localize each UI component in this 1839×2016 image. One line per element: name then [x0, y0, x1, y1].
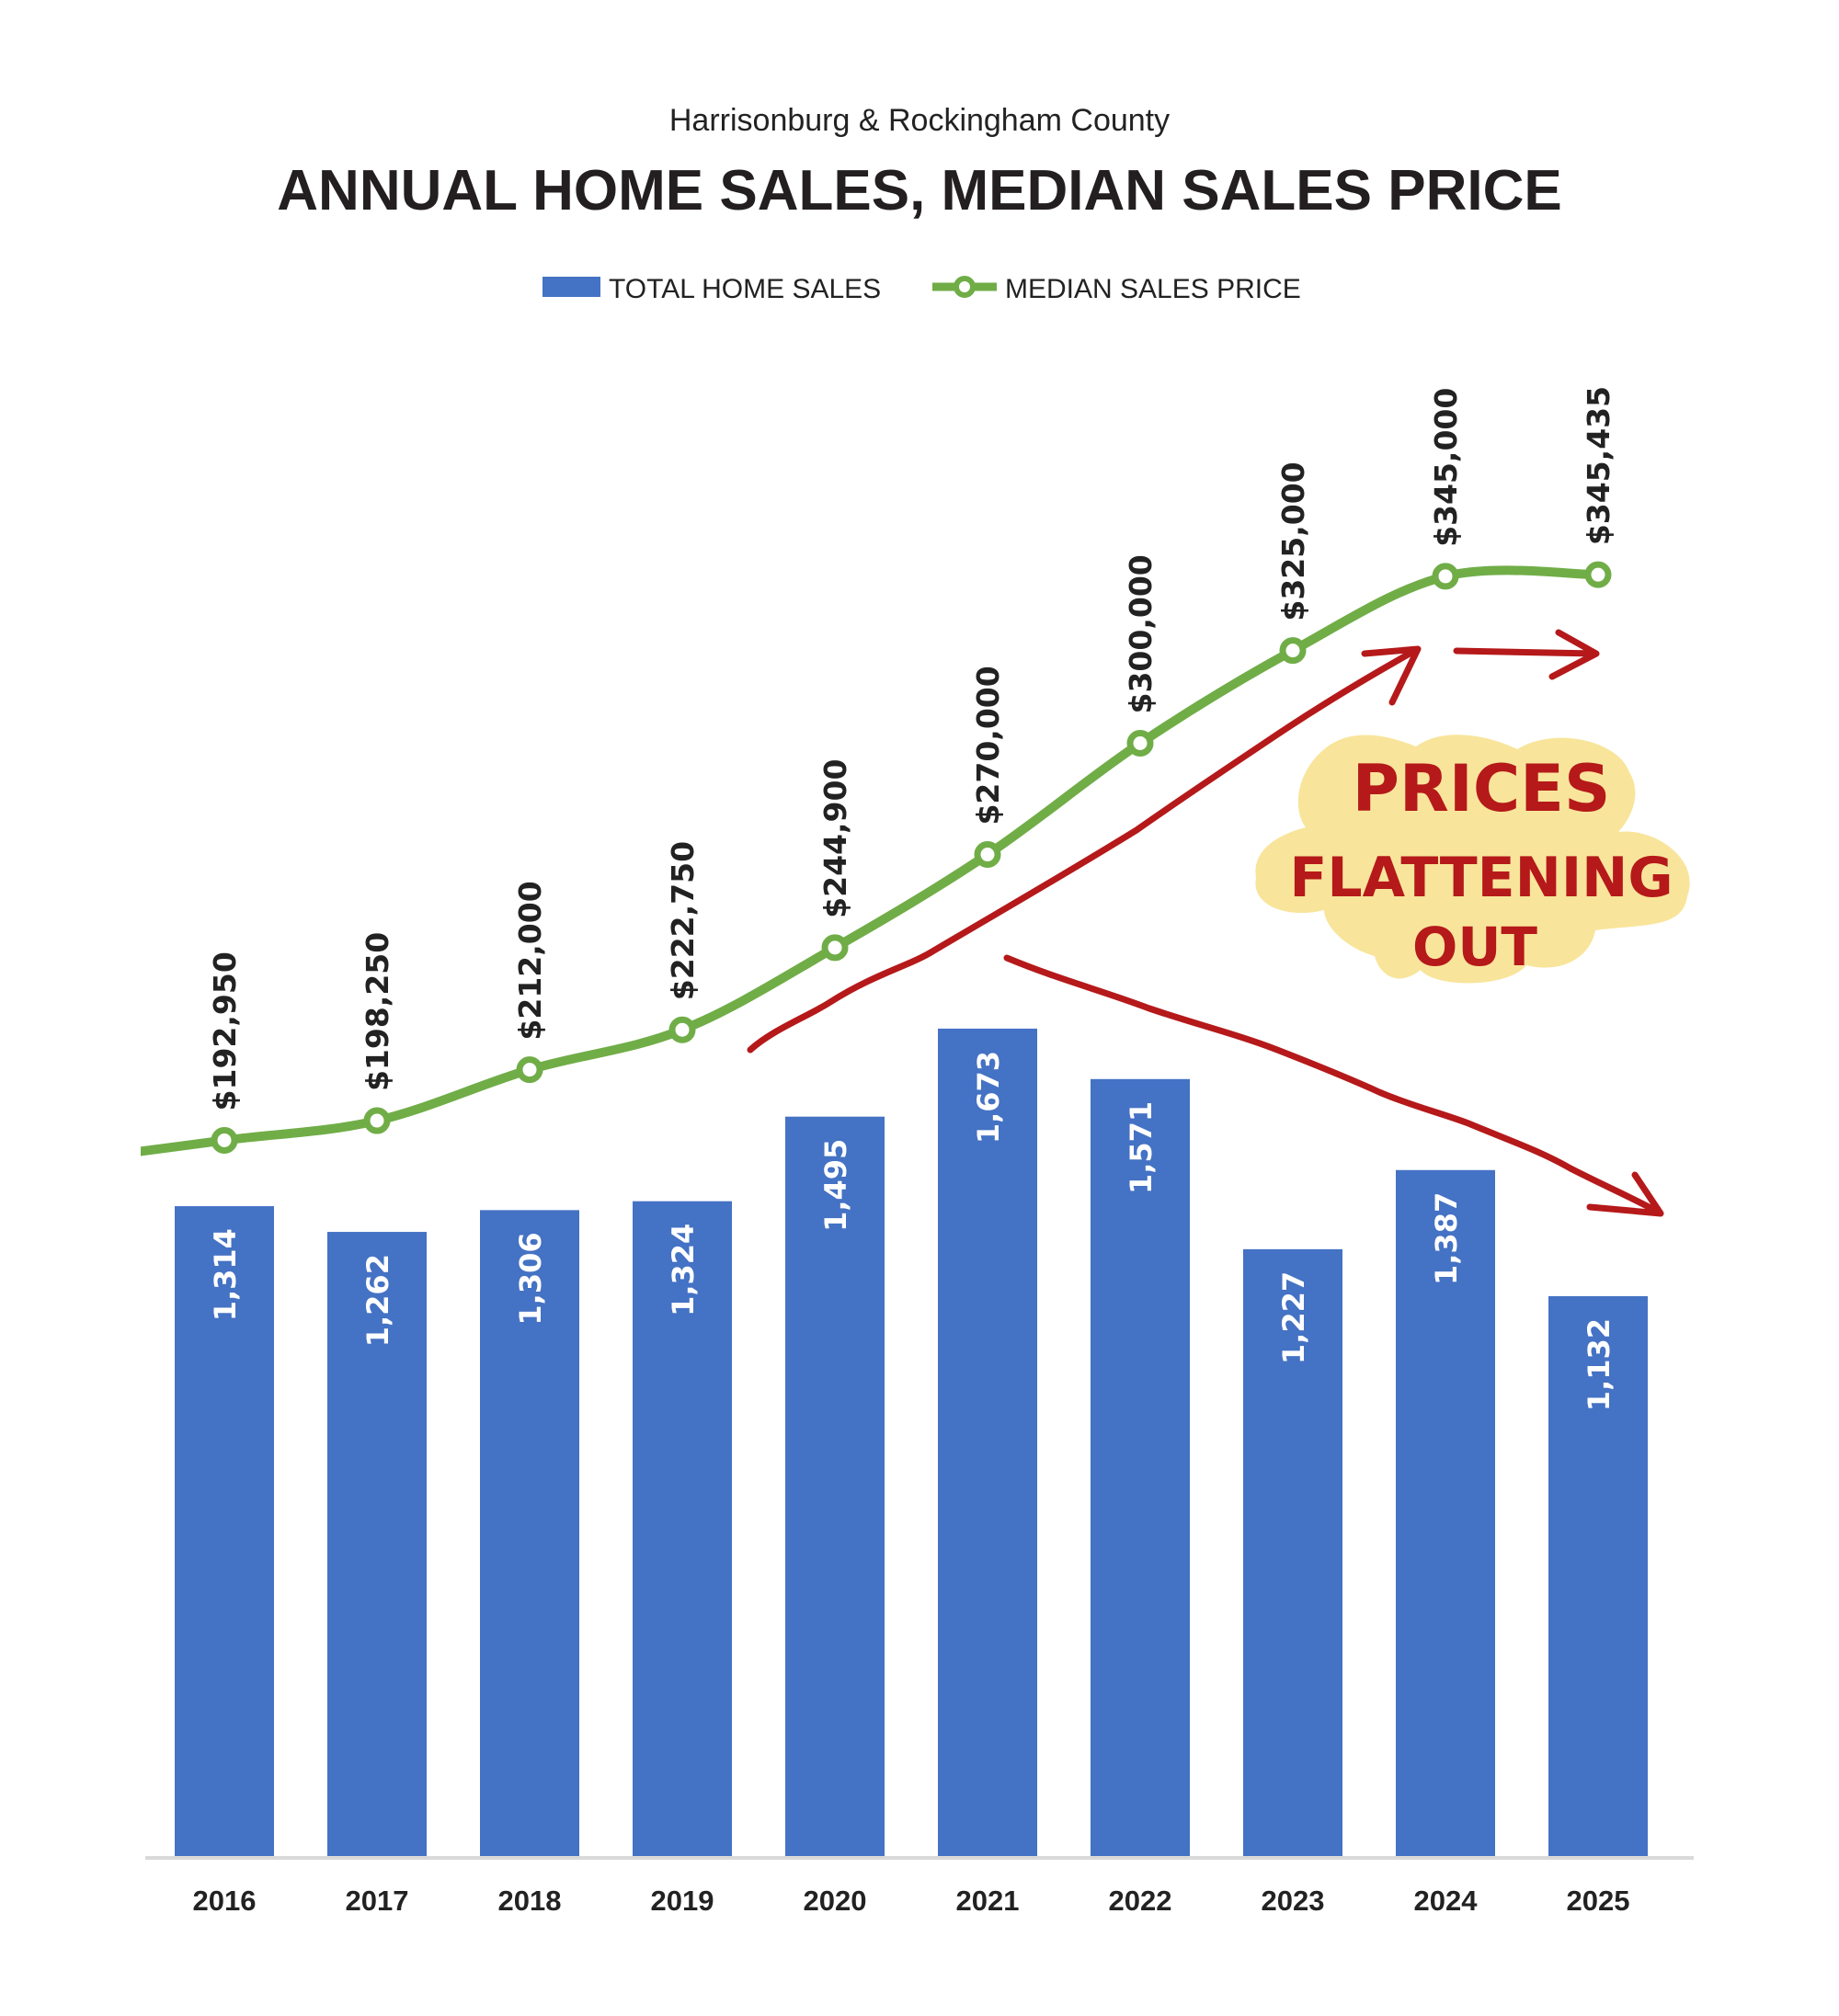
bar-2019	[633, 1201, 732, 1856]
bar-label-2018: 1,306	[513, 1232, 548, 1325]
annotation-line-1: PRICES	[1353, 751, 1611, 826]
price-point-2016	[211, 1126, 238, 1154]
price-label-2018: $212,000	[512, 881, 548, 1040]
price-point-2017	[363, 1107, 391, 1134]
price-point-2023	[1279, 637, 1307, 665]
bar-series: 1,314 1,262 1,306 1,324 1,495 1,673 1,571 1,227…	[175, 1028, 1648, 1856]
x-tick-2023: 2023	[1262, 1885, 1325, 1917]
bar-label-2019: 1,324	[666, 1224, 701, 1316]
legend-swatch-bars	[543, 277, 600, 297]
annotation-line-3: OUT	[1412, 916, 1537, 978]
price-point-2019	[668, 1016, 696, 1043]
price-label-2025: $345,435	[1581, 386, 1616, 545]
annotation-line-2: FLATTENING	[1289, 846, 1673, 910]
price-point-2022	[1126, 730, 1154, 757]
flat-arrow	[1453, 629, 1600, 680]
bar-label-2017: 1,262	[360, 1254, 395, 1347]
bar-2017	[327, 1232, 427, 1856]
bar-label-2024: 1,387	[1429, 1192, 1464, 1285]
x-axis-labels: 2016 2017 2018 2019 2020 2021 2022 2023 2024 2025	[193, 1885, 1630, 1917]
price-label-2016: $192,950	[207, 951, 243, 1111]
bar-2022	[1091, 1078, 1190, 1856]
x-tick-2025: 2025	[1567, 1885, 1630, 1917]
x-tick-2017: 2017	[346, 1885, 409, 1917]
chart-subtitle: Harrisonburg & Rockingham County	[669, 103, 1170, 138]
legend-marker-line	[954, 276, 976, 298]
x-tick-2022: 2022	[1109, 1885, 1172, 1917]
rising-arrow	[747, 645, 1422, 1054]
bar-2024	[1396, 1169, 1495, 1856]
highlight-blob	[1255, 735, 1690, 984]
bar-2023	[1243, 1248, 1342, 1856]
price-labels: $192,950 $198,250 $212,000 $222,750 $244,900…	[207, 386, 1616, 1111]
bar-label-2025: 1,132	[1582, 1318, 1616, 1411]
x-tick-2016: 2016	[193, 1885, 257, 1917]
price-label-2023: $325,000	[1275, 461, 1311, 621]
price-label-2019: $222,750	[665, 841, 701, 1000]
legend-label-bars: TOTAL HOME SALES	[609, 274, 881, 304]
bar-2018	[480, 1210, 579, 1856]
bar-2020	[785, 1116, 885, 1856]
price-point-2018	[516, 1056, 543, 1084]
price-label-2024: $345,000	[1428, 388, 1464, 547]
bar-label-2020: 1,495	[818, 1139, 853, 1232]
price-label-2020: $244,900	[817, 759, 853, 918]
bar-2025	[1548, 1295, 1648, 1856]
price-label-2017: $198,250	[360, 932, 395, 1091]
legend: TOTAL HOME SALES MEDIAN SALES PRICE	[543, 274, 1301, 304]
price-label-2021: $270,000	[970, 666, 1006, 825]
x-tick-2018: 2018	[498, 1885, 562, 1917]
price-label-2022: $300,000	[1123, 554, 1159, 713]
price-point-2025	[1584, 561, 1612, 588]
falling-arrow	[1003, 954, 1664, 1217]
x-tick-2021: 2021	[956, 1885, 1020, 1917]
x-tick-2020: 2020	[804, 1885, 867, 1917]
price-point-2020	[821, 934, 849, 962]
bar-label-2022: 1,571	[1124, 1101, 1159, 1194]
x-tick-2024: 2024	[1414, 1885, 1479, 1917]
bar-label-2021: 1,673	[971, 1051, 1006, 1144]
price-point-2021	[974, 841, 1001, 869]
price-point-2024	[1432, 563, 1459, 590]
bar-label-2023: 1,227	[1276, 1271, 1311, 1364]
line-markers	[211, 561, 1612, 1154]
annotation: PRICES FLATTENING OUT	[747, 629, 1690, 1217]
bar-2016	[175, 1206, 274, 1856]
x-tick-2019: 2019	[651, 1885, 714, 1917]
bar-label-2016: 1,314	[208, 1228, 243, 1321]
chart-title: ANNUAL HOME SALES, MEDIAN SALES PRICE	[277, 159, 1561, 222]
legend-label-line: MEDIAN SALES PRICE	[1005, 274, 1301, 304]
bar-2021	[938, 1028, 1037, 1856]
